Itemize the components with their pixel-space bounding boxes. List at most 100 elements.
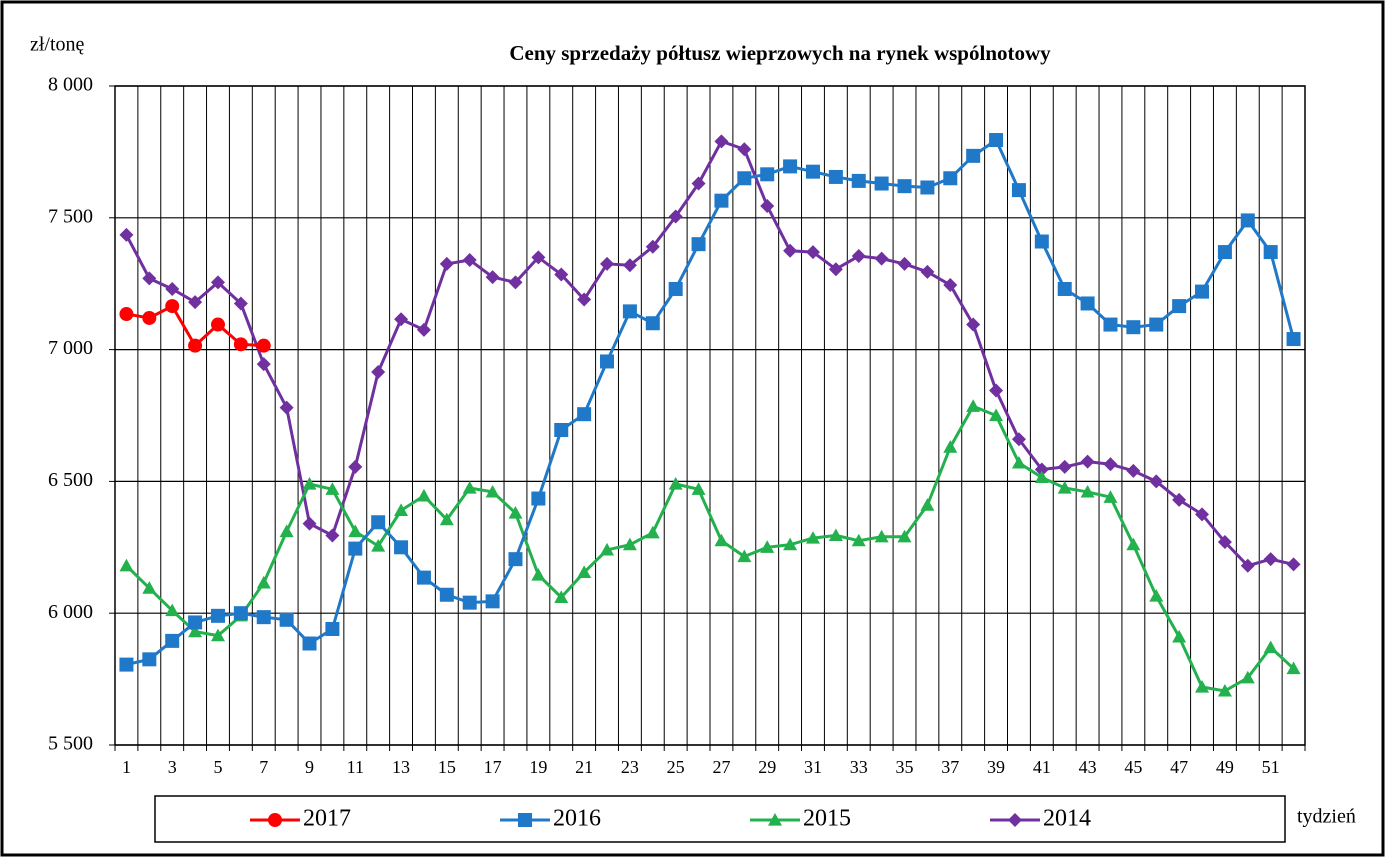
marker [188, 615, 203, 630]
marker [1286, 557, 1301, 572]
marker [508, 552, 523, 567]
marker [828, 262, 843, 277]
marker [805, 531, 820, 544]
x-tick-label: 49 [1216, 757, 1234, 777]
marker [760, 198, 775, 213]
marker [1103, 317, 1118, 332]
legend-box [154, 795, 1286, 843]
marker [783, 537, 798, 551]
marker [1286, 661, 1301, 675]
marker [416, 570, 431, 585]
marker [851, 173, 866, 188]
marker [691, 482, 706, 495]
marker [1286, 332, 1301, 347]
marker [1172, 629, 1187, 643]
x-tick-label: 41 [1033, 757, 1051, 777]
x-axis-label: tydzień [1297, 806, 1356, 828]
marker [805, 164, 820, 179]
marker [325, 622, 340, 637]
y-tick-label: 6 500 [48, 469, 93, 491]
marker [691, 176, 706, 191]
legend-label: 2015 [803, 806, 851, 832]
marker [119, 227, 134, 242]
marker [325, 482, 340, 495]
marker [1263, 245, 1278, 260]
marker [966, 317, 981, 332]
x-tick-label: 39 [987, 757, 1005, 777]
marker [920, 180, 935, 195]
marker [920, 498, 935, 511]
marker [1034, 462, 1049, 477]
marker [302, 516, 317, 531]
marker [119, 657, 134, 672]
y-tick-label: 6 000 [48, 601, 93, 623]
marker [1217, 535, 1232, 550]
y-tick-label: 8 000 [48, 74, 93, 96]
marker [1217, 683, 1232, 697]
marker [691, 237, 706, 252]
marker [462, 480, 477, 494]
marker [508, 275, 523, 290]
marker [1172, 492, 1187, 507]
x-tick-label: 9 [305, 757, 314, 777]
plot-area [114, 85, 1306, 746]
x-tick-label: 5 [213, 757, 222, 777]
y-axis-label: zł/tonę [30, 34, 85, 56]
marker [897, 179, 912, 194]
marker [256, 610, 271, 625]
marker [989, 383, 1004, 398]
x-tick-label: 29 [758, 757, 776, 777]
marker [165, 633, 180, 648]
marker [1240, 670, 1255, 684]
marker [874, 529, 889, 543]
marker [1240, 213, 1255, 228]
marker [348, 541, 363, 556]
marker [462, 252, 477, 267]
marker [714, 134, 729, 149]
legend-label: 2016 [553, 806, 601, 832]
marker [508, 506, 523, 519]
marker [768, 813, 782, 826]
x-tick-label: 33 [850, 757, 868, 777]
x-tick-label: 17 [484, 757, 502, 777]
marker [1263, 552, 1278, 567]
marker [233, 296, 248, 311]
marker [256, 575, 271, 589]
marker [1034, 234, 1049, 249]
marker [600, 354, 615, 369]
x-tick-label: 47 [1170, 757, 1188, 777]
marker [256, 357, 271, 372]
marker [1103, 490, 1118, 503]
x-tick-label: 43 [1079, 757, 1097, 777]
marker [1195, 680, 1210, 693]
marker [210, 275, 225, 290]
marker [531, 491, 546, 506]
marker [1126, 537, 1141, 551]
marker [805, 245, 820, 260]
marker [668, 477, 683, 490]
marker [485, 270, 500, 285]
marker [439, 256, 454, 271]
y-tick-label: 7 000 [48, 337, 93, 359]
marker [462, 595, 477, 610]
marker [1011, 183, 1026, 198]
marker [518, 813, 532, 827]
marker [302, 636, 317, 651]
marker [279, 612, 294, 627]
legend-label: 2014 [1043, 806, 1091, 832]
x-tick-label: 51 [1262, 757, 1280, 777]
marker [966, 148, 981, 163]
marker [1126, 320, 1141, 335]
marker [874, 176, 889, 191]
marker [577, 565, 592, 578]
marker [622, 258, 637, 273]
marker [645, 316, 660, 331]
marker [210, 608, 225, 623]
marker [966, 399, 981, 412]
series-line [125, 139, 1294, 568]
marker [371, 365, 386, 380]
marker [119, 307, 134, 322]
marker [1057, 480, 1072, 494]
x-tick-label: 15 [438, 757, 456, 777]
